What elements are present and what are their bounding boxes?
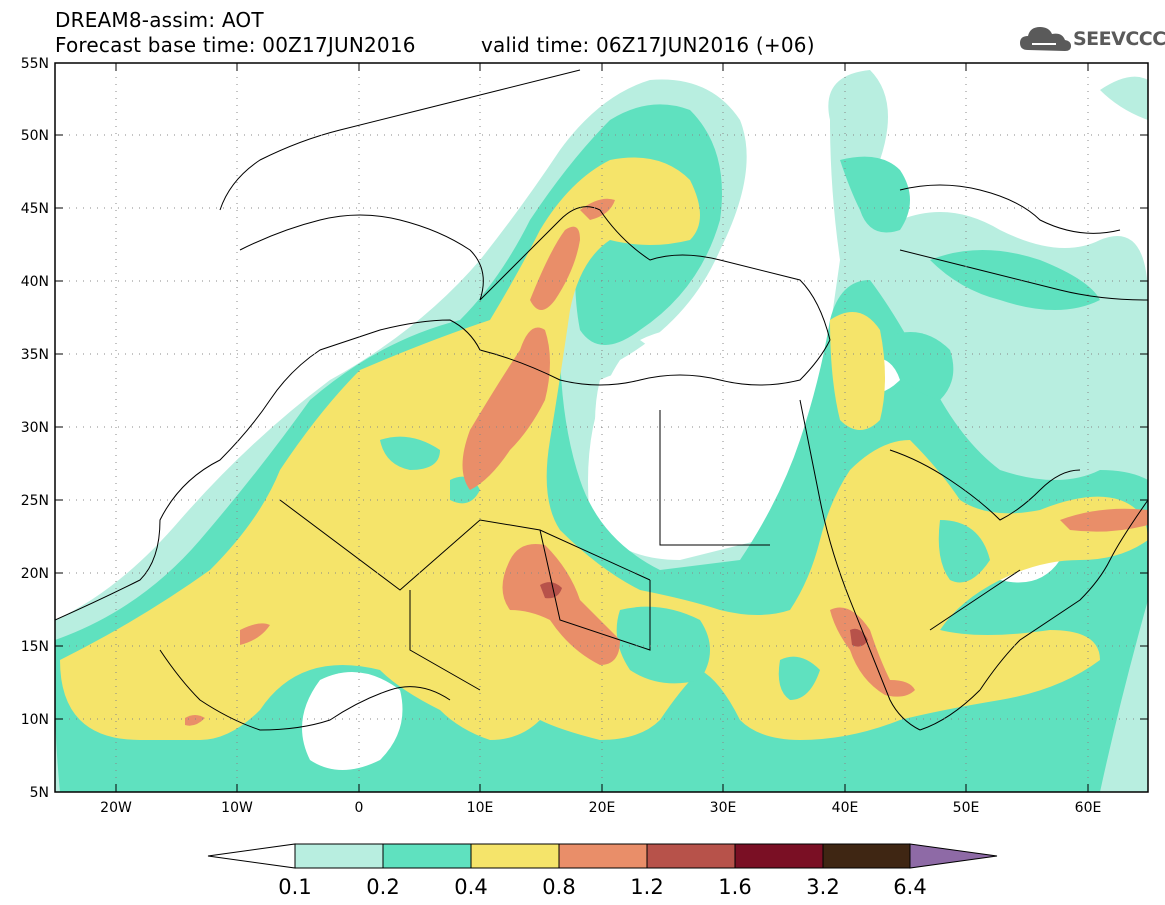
coastlines xyxy=(55,69,1148,731)
cloud-icon xyxy=(1020,27,1071,51)
lat-labels: 5N 10N 15N 20N 25N 30N 35N 40N 45N 50N 5… xyxy=(21,56,49,801)
lat-label: 10N xyxy=(21,712,49,728)
colorbar-swatch xyxy=(558,843,648,869)
colorbar-labels: 0.1 0.2 0.4 0.8 1.2 1.6 3.2 6.4 xyxy=(278,875,926,899)
seevccc-logo: SEEVCCC xyxy=(1018,22,1165,56)
lon-label: 60E xyxy=(1075,800,1102,816)
lon-label: 10W xyxy=(221,800,253,816)
aot-field xyxy=(55,70,1148,792)
lon-label: 0 xyxy=(355,800,364,816)
colorbar-label: 1.6 xyxy=(718,875,751,899)
colorbar-label: 1.2 xyxy=(630,875,663,899)
colorbar-label: 0.4 xyxy=(454,875,487,899)
colorbar-max-arrow xyxy=(909,843,998,869)
lon-label: 50E xyxy=(953,800,980,816)
lat-label: 25N xyxy=(21,493,49,509)
graticule xyxy=(55,63,1148,792)
colorbar-swatch xyxy=(470,843,560,869)
lat-label: 20N xyxy=(21,566,49,582)
colorbar-label: 0.2 xyxy=(366,875,399,899)
lon-label: 20E xyxy=(589,800,616,816)
lon-label: 10E xyxy=(467,800,494,816)
lon-labels: 20W 10W 0 10E 20E 30E 40E 50E 60E xyxy=(100,800,1101,816)
lat-label: 40N xyxy=(21,274,49,290)
title-valid-time: valid time: 06Z17JUN2016 (+06) xyxy=(481,33,815,57)
colorbar-swatch xyxy=(646,843,736,869)
colorbar-label: 0.8 xyxy=(542,875,575,899)
title-base-time: Forecast base time: 00Z17JUN2016 xyxy=(55,33,416,57)
lat-label: 45N xyxy=(21,201,49,217)
lat-label: 30N xyxy=(21,420,49,436)
colorbar-swatch xyxy=(382,843,472,869)
colorbar-min-arrow xyxy=(207,843,296,869)
colorbar-label: 0.1 xyxy=(278,875,311,899)
lat-label: 50N xyxy=(21,128,49,144)
lat-label: 35N xyxy=(21,347,49,363)
lon-label: 20W xyxy=(100,800,132,816)
logo-text: SEEVCCC xyxy=(1073,28,1165,50)
lat-label: 5N xyxy=(30,785,49,801)
colorbar-label: 6.4 xyxy=(893,875,926,899)
colorbar-label: 3.2 xyxy=(806,875,839,899)
colorbar-swatch xyxy=(294,843,384,869)
lon-label: 30E xyxy=(710,800,737,816)
lon-label: 40E xyxy=(832,800,859,816)
colorbar xyxy=(207,843,998,869)
title-line-1: DREAM8-assim: AOT xyxy=(55,8,264,32)
colorbar-swatch xyxy=(822,843,911,869)
axis-ticks xyxy=(55,63,1148,792)
lat-label: 15N xyxy=(21,639,49,655)
lat-label: 55N xyxy=(21,56,49,72)
colorbar-swatch xyxy=(734,843,824,869)
